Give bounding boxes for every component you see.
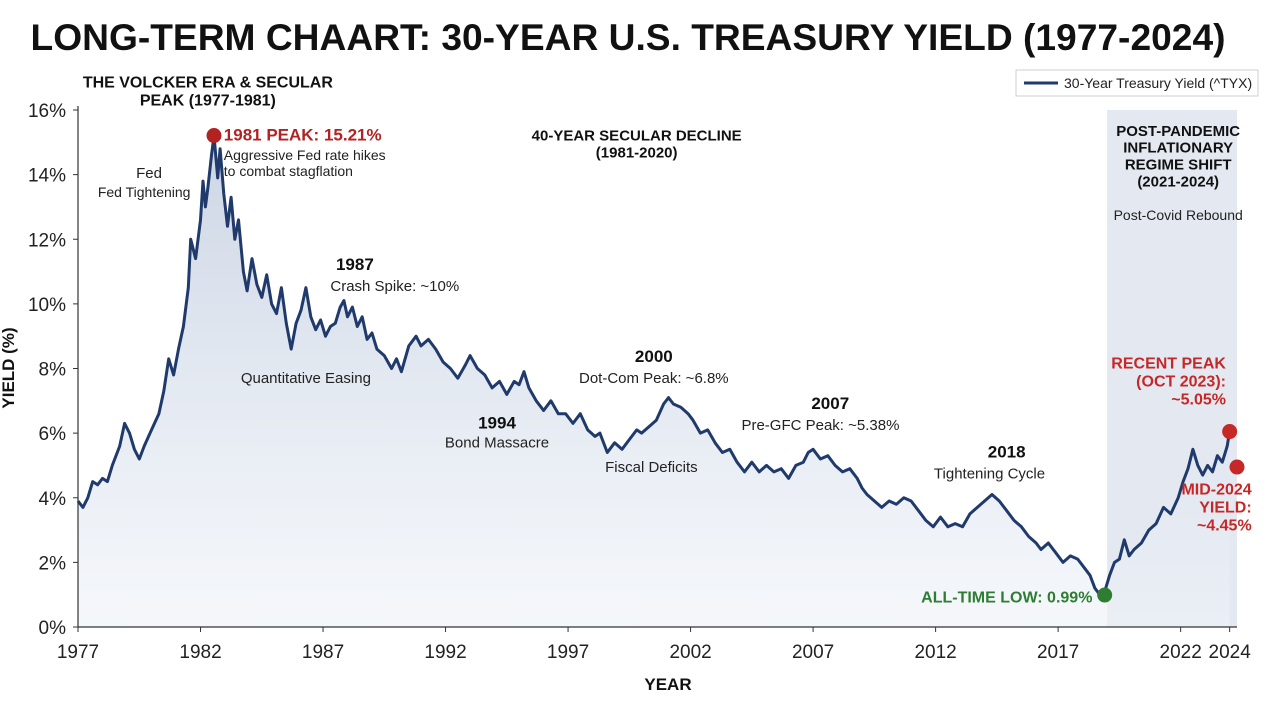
y-tick-label: 8% bbox=[39, 360, 67, 381]
annotation-mid: MID-2024 YIELD: ~4.45% bbox=[1181, 482, 1251, 535]
annotation-y1994-note: Bond Massacre bbox=[445, 435, 549, 452]
annotation-line: 1994 bbox=[478, 413, 516, 432]
annotation-line: Quantitative Easing bbox=[241, 370, 371, 387]
x-tick-label: 2024 bbox=[1209, 642, 1252, 663]
annotation-line: 2018 bbox=[988, 442, 1026, 461]
chart-annotations: THE VOLCKER ERA & SECULAR PEAK (1977-1981… bbox=[83, 74, 1252, 606]
annotation-line: Aggressive Fed rate hikes bbox=[224, 147, 386, 163]
annotation-volcker: THE VOLCKER ERA & SECULAR PEAK (1977-1981… bbox=[83, 74, 334, 109]
annotation-y2018-note: Tightening Cycle bbox=[934, 465, 1045, 482]
annotation-line: Bond Massacre bbox=[445, 435, 549, 452]
annotation-fed-tight: Fed Tightening bbox=[98, 184, 191, 200]
x-tick-labels: 1977 1982 1987 1992 1997 2002 2007 2012 2017 2022… bbox=[57, 627, 1251, 663]
annotation-low: ALL-TIME LOW: 0.99% bbox=[921, 589, 1092, 606]
annotation-line: MID-2024 bbox=[1181, 482, 1251, 499]
annotation-line: REGIME SHIFT bbox=[1125, 156, 1232, 173]
annotation-line: Fed Tightening bbox=[98, 184, 191, 200]
annotation-y2000-note: Dot-Com Peak: ~6.8% bbox=[579, 370, 729, 387]
annotation-post-note: Post-Covid Rebound bbox=[1114, 207, 1243, 223]
annotation-line: Pre-GFC Peak: ~5.38% bbox=[741, 417, 899, 434]
x-tick-label: 2017 bbox=[1037, 642, 1079, 663]
marker-peak-1981 bbox=[206, 128, 222, 144]
y-tick-label: 4% bbox=[39, 489, 67, 510]
annotation-y2007: 2007 bbox=[811, 394, 849, 413]
annotation-peak-note: Aggressive Fed rate hikes to combat stagf… bbox=[224, 147, 386, 179]
annotation-line: 1981 PEAK: 15.21% bbox=[224, 126, 382, 145]
chart-markers bbox=[206, 128, 1245, 603]
legend-entry-label: 30-Year Treasury Yield (^TYX) bbox=[1064, 75, 1252, 91]
marker-all-time-low bbox=[1097, 587, 1113, 603]
marker-mid-2024 bbox=[1229, 459, 1245, 475]
yield-series-line bbox=[76, 134, 1232, 597]
annotation-line: 2000 bbox=[635, 347, 673, 366]
annotation-line: INFLATIONARY bbox=[1123, 140, 1233, 157]
annotation-line: RECENT PEAK bbox=[1111, 356, 1226, 373]
annotation-line: (OCT 2023): bbox=[1136, 373, 1226, 390]
annotation-line: ALL-TIME LOW: 0.99% bbox=[921, 589, 1092, 606]
y-tick-labels: 0% 2% 4% 6% 8% 10% 12% 14% 16% bbox=[28, 101, 78, 639]
annotation-peak: 1981 PEAK: 15.21% bbox=[224, 126, 382, 145]
annotation-y1994: 1994 bbox=[478, 413, 516, 432]
annotation-y2018: 2018 bbox=[988, 442, 1026, 461]
marker-recent-peak bbox=[1222, 424, 1238, 440]
annotation-line: 1987 bbox=[336, 255, 374, 274]
yield-area-fill bbox=[78, 135, 1230, 627]
y-tick-label: 16% bbox=[28, 101, 66, 122]
x-tick-label: 1987 bbox=[302, 642, 344, 663]
y-tick-label: 10% bbox=[28, 295, 66, 316]
annotation-line: (1981-2020) bbox=[596, 144, 678, 161]
x-tick-label: 2012 bbox=[914, 642, 956, 663]
annotation-y1987: 1987 bbox=[336, 255, 374, 274]
chart-title: LONG-TERM CHAART: 30-YEAR U.S. TREASURY … bbox=[31, 17, 1226, 58]
x-tick-label: 1992 bbox=[424, 642, 466, 663]
annotation-line: PEAK (1977-1981) bbox=[140, 92, 276, 109]
x-tick-label: 1997 bbox=[547, 642, 589, 663]
annotation-line: (2021-2024) bbox=[1137, 173, 1219, 190]
annotation-line: Tightening Cycle bbox=[934, 465, 1045, 482]
y-tick-label: 6% bbox=[39, 424, 67, 445]
y-axis-label: YIELD (%) bbox=[0, 327, 18, 408]
x-tick-label: 2007 bbox=[792, 642, 834, 663]
annotation-line: Crash Spike: ~10% bbox=[330, 278, 459, 295]
x-tick-label: 2022 bbox=[1160, 642, 1202, 663]
annotation-line: ~4.45% bbox=[1197, 517, 1252, 534]
y-tick-label: 14% bbox=[28, 166, 66, 187]
annotation-line: Post-Covid Rebound bbox=[1114, 207, 1243, 223]
annotation-qe: Quantitative Easing bbox=[241, 370, 371, 387]
annotation-post: POST-PANDEMIC INFLATIONARY REGIME SHIFT (20… bbox=[1116, 123, 1240, 190]
y-tick-label: 2% bbox=[39, 553, 67, 574]
annotation-line: 2007 bbox=[811, 394, 849, 413]
chart-legend: 30-Year Treasury Yield (^TYX) bbox=[1015, 69, 1259, 97]
annotation-y2000: 2000 bbox=[635, 347, 673, 366]
annotation-line: YIELD: bbox=[1199, 499, 1251, 516]
annotation-line: POST-PANDEMIC bbox=[1116, 123, 1240, 140]
annotation-line: THE VOLCKER ERA & SECULAR bbox=[83, 74, 334, 91]
y-tick-label: 12% bbox=[28, 230, 66, 251]
annotation-fiscal: Fiscal Deficits bbox=[605, 459, 698, 476]
x-tick-label: 1982 bbox=[179, 642, 221, 663]
annotation-line: Dot-Com Peak: ~6.8% bbox=[579, 370, 729, 387]
x-tick-label: 2002 bbox=[669, 642, 711, 663]
annotation-y1987-note: Crash Spike: ~10% bbox=[330, 278, 459, 295]
annotation-line: Fed bbox=[136, 165, 162, 182]
annotation-fed: Fed bbox=[136, 165, 162, 182]
annotation-line: Fiscal Deficits bbox=[605, 459, 698, 476]
annotation-line: to combat stagflation bbox=[224, 163, 353, 179]
x-tick-label: 1977 bbox=[57, 642, 99, 663]
annotation-recent: RECENT PEAK (OCT 2023): ~5.05% bbox=[1111, 356, 1226, 409]
x-axis-label: YEAR bbox=[644, 675, 691, 694]
annotation-y2007-note: Pre-GFC Peak: ~5.38% bbox=[741, 417, 899, 434]
annotation-secular: 40-YEAR SECULAR DECLINE (1981-2020) bbox=[532, 128, 742, 162]
annotation-line: ~5.05% bbox=[1171, 391, 1226, 408]
y-tick-label: 0% bbox=[39, 618, 67, 639]
annotation-line: 40-YEAR SECULAR DECLINE bbox=[532, 128, 742, 145]
